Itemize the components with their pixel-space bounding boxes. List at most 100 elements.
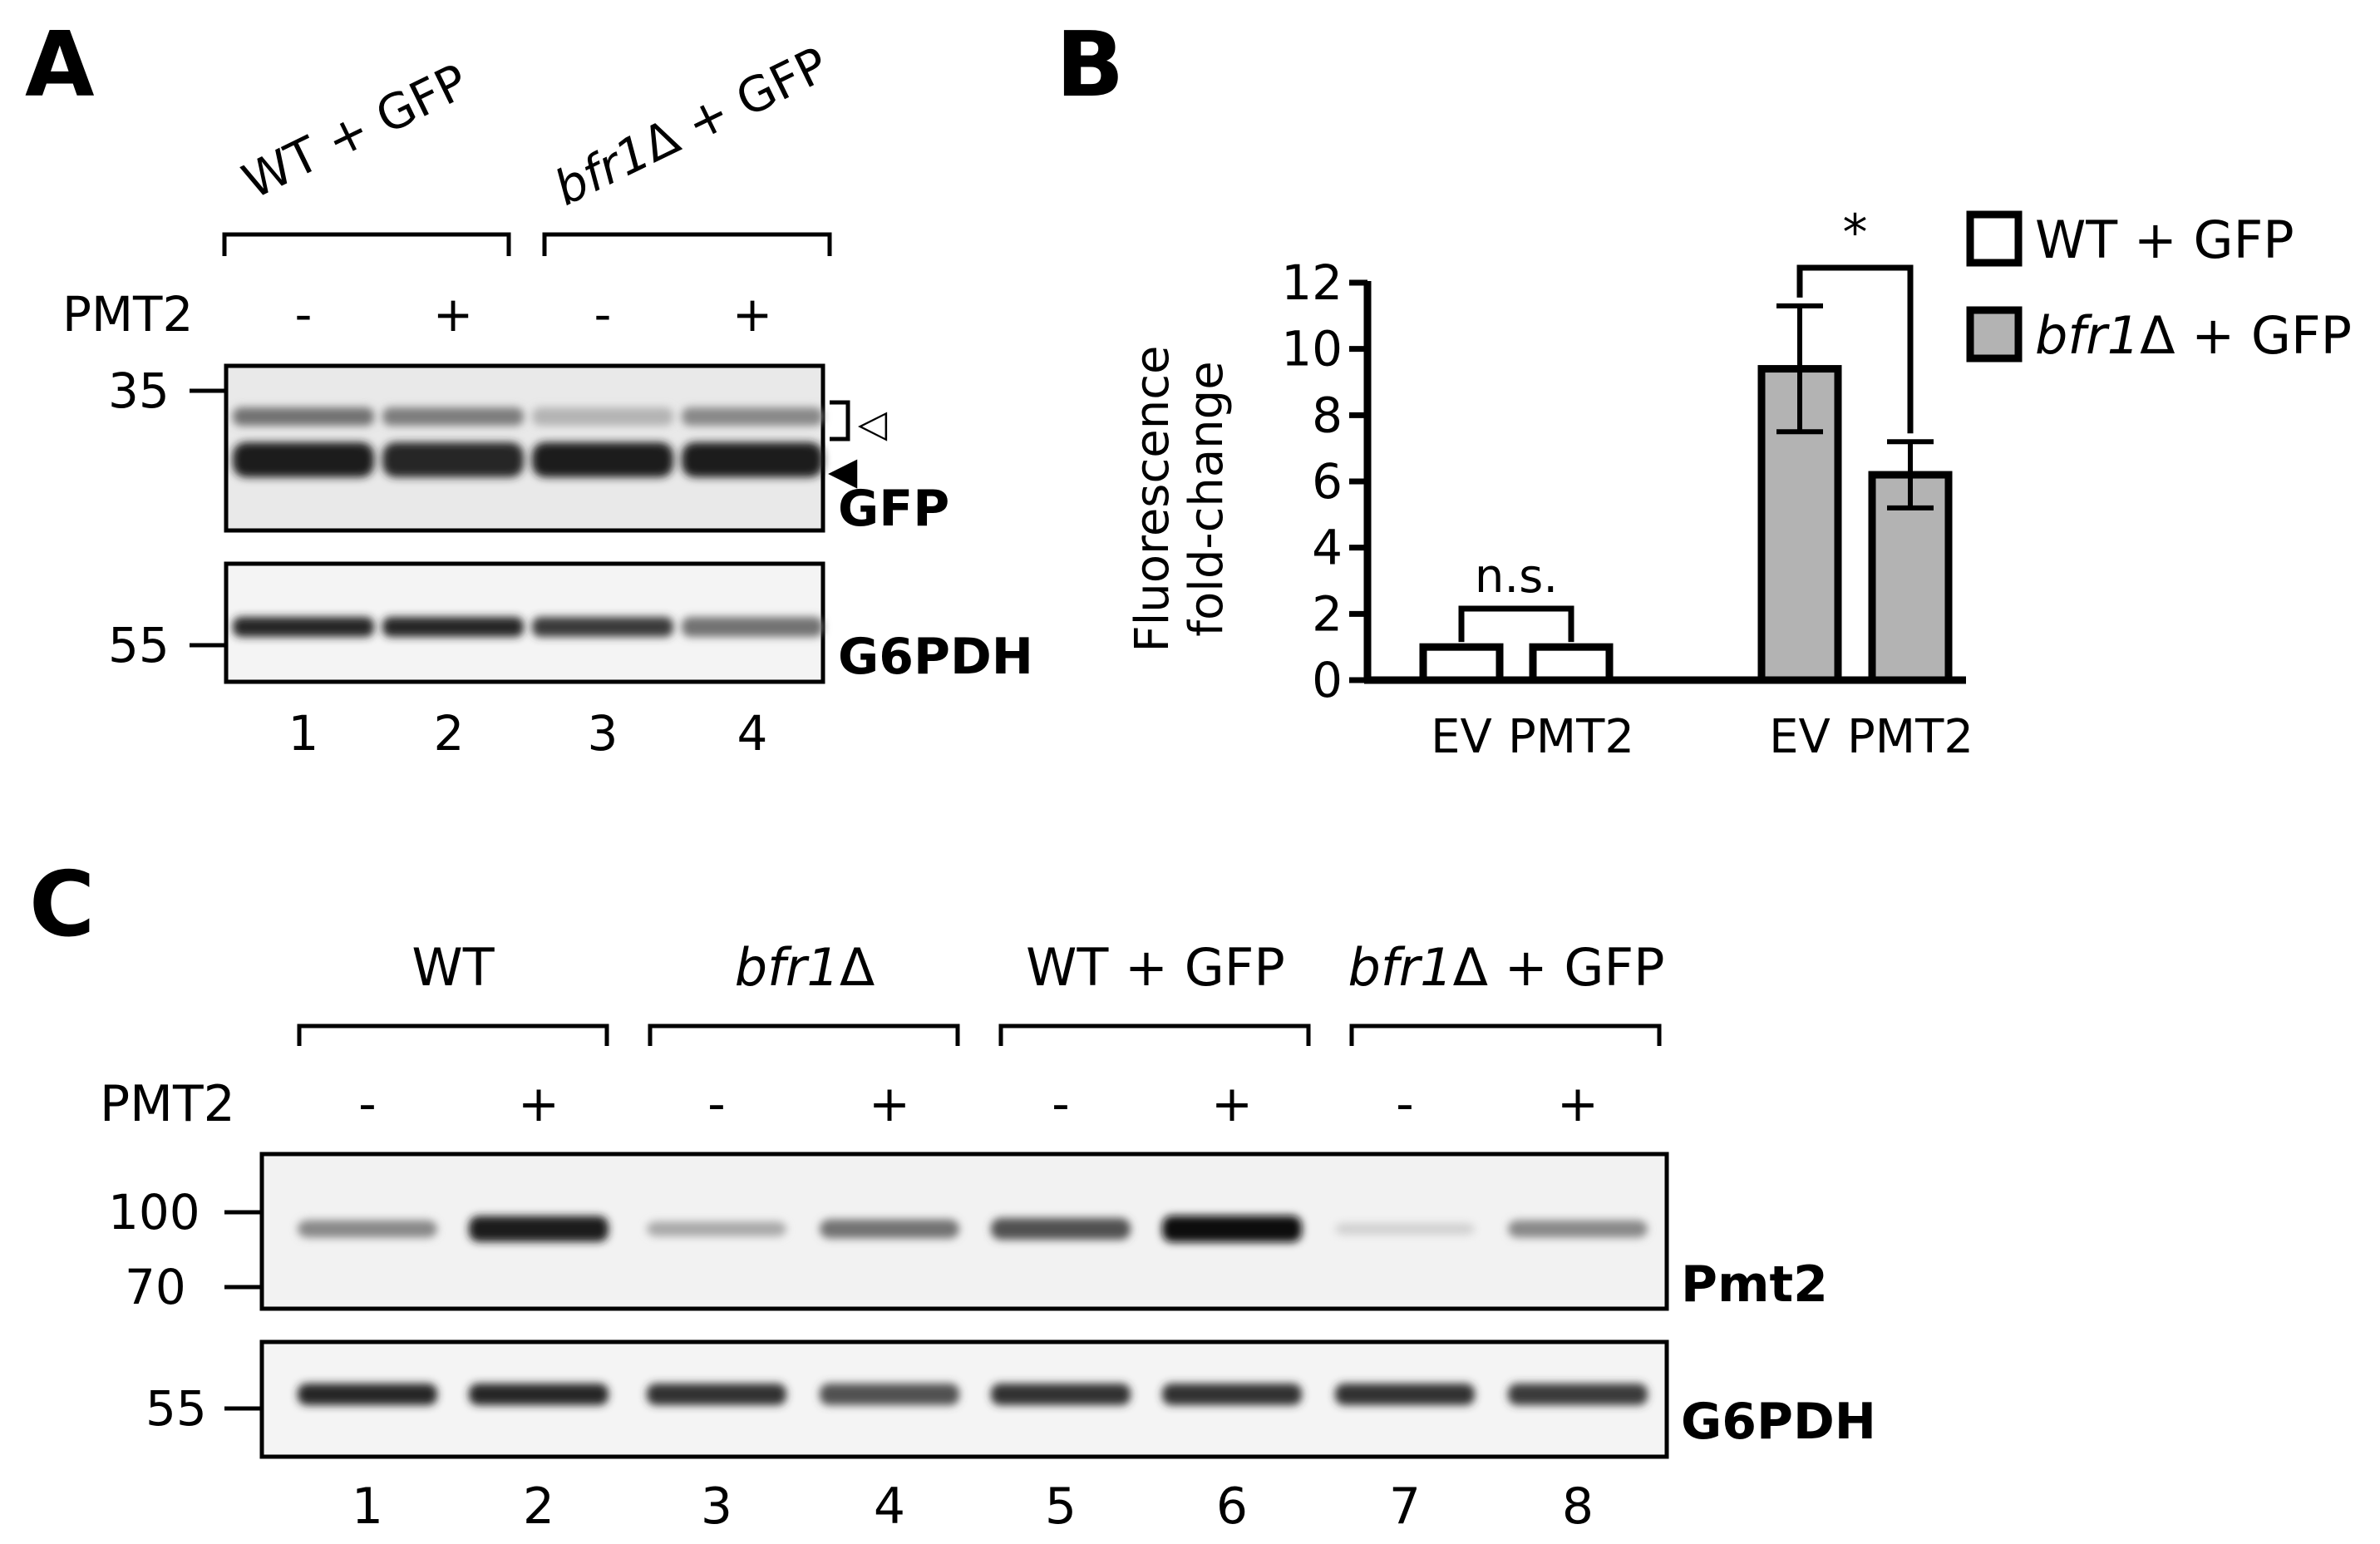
bar [1529, 643, 1614, 684]
panel-a-gfp-label: GFP [838, 480, 949, 538]
y-tick-label: 4 [1312, 520, 1343, 576]
panel-a-bracket-1 [222, 232, 511, 256]
panel-a-pmt2-label: PMT2 [62, 286, 193, 343]
significance-label: n.s. [1475, 550, 1558, 604]
panel-a-upper-band-bracket [830, 400, 850, 441]
gfp-upper-band [532, 407, 673, 426]
g6pdh-band [469, 1384, 609, 1405]
gfp-lower-band [532, 442, 673, 477]
panel-a: A WT + GFP bfr1Δ + GFP PMT2 - + - + 35 ◁… [25, 13, 1033, 762]
gfp-upper-band [233, 407, 374, 426]
g6pdh-band [647, 1384, 786, 1405]
panel-a-lane-4: 4 [737, 705, 768, 762]
panel-b-ylabel-line2: fold-change [1180, 361, 1234, 636]
pmt2-band [647, 1221, 786, 1236]
panel-a-g6pdh-blot [224, 561, 825, 684]
panel-c-pmt2-blot [259, 1152, 1669, 1311]
x-tick-label: PMT2 [1847, 710, 1973, 764]
bar [1757, 365, 1842, 684]
pmt2-sign: - [1052, 1075, 1070, 1133]
panel-c-group-label-4: bfr1Δ + GFP [1348, 937, 1665, 998]
legend-swatch-bfr1 [1966, 306, 2023, 363]
panel-b: B Fluorescence fold-change 0 2 4 6 8 10 12 EV PM… [1056, 13, 2352, 764]
g6pdh-band [682, 617, 823, 637]
pmt2-sign: + [1211, 1075, 1253, 1133]
panel-c-g6pdh-label-right: G6PDH [1681, 1393, 1876, 1451]
gfp-upper-band [682, 407, 823, 426]
g6pdh-band [820, 1384, 959, 1405]
panel-c-group-label-2: bfr1Δ [735, 937, 875, 998]
x-tick-label: PMT2 [1508, 710, 1634, 764]
panel-c-bracket-2 [648, 1024, 960, 1046]
pmt2-sign: + [869, 1075, 910, 1133]
panel-c-bracket-4 [1349, 1024, 1662, 1046]
x-tick-label: EV [1769, 710, 1831, 764]
panel-c-marker-70: 70 [125, 1259, 186, 1315]
panel-a-gfp-blot [224, 363, 825, 533]
significance-bracket [1458, 605, 1574, 643]
panel-a-letter: A [25, 13, 95, 117]
significance-bracket [1796, 264, 1914, 434]
g6pdh-band [382, 617, 524, 637]
panel-a-pmt2-sign-4: + [732, 286, 773, 343]
panel-a-lane-1: 1 [288, 705, 319, 762]
pmt2-band [1162, 1216, 1302, 1242]
panel-a-group-label-2: bfr1Δ + GFP [545, 36, 836, 216]
y-tick-label: 6 [1312, 453, 1343, 510]
panel-c-marker-55: 55 [145, 1380, 207, 1437]
pmt2-sign: - [1396, 1075, 1414, 1133]
pmt2-band [298, 1220, 437, 1238]
panel-c-g6pdh-blot [259, 1339, 1669, 1459]
x-tick-label: EV [1431, 710, 1492, 764]
g6pdh-band [532, 617, 673, 637]
y-tick-label: 0 [1312, 652, 1343, 708]
g6pdh-band [1508, 1384, 1648, 1405]
legend-label-bfr1: bfr1Δ + GFP [2035, 305, 2352, 366]
lane-number: 7 [1389, 1477, 1421, 1536]
gfp-lower-band [382, 442, 524, 477]
panel-a-group-label-1: WT + GFP [234, 53, 476, 210]
lane-number: 8 [1562, 1477, 1594, 1536]
lane-number: 2 [523, 1477, 554, 1536]
g6pdh-band [298, 1384, 437, 1405]
y-tick-label: 2 [1312, 585, 1343, 642]
significance-label: * [1843, 204, 1868, 262]
pmt2-sign: - [358, 1075, 377, 1133]
panel-a-marker-55: 55 [108, 617, 170, 673]
y-tick-label: 10 [1281, 321, 1343, 377]
panel-c-pmt2-label: PMT2 [100, 1075, 235, 1133]
panel-c-marker-100: 100 [108, 1184, 200, 1241]
pmt2-sign: - [707, 1075, 726, 1133]
panel-a-pmt2-sign-1: - [295, 286, 313, 343]
pmt2-band [1508, 1220, 1648, 1238]
gfp-lower-band [682, 442, 823, 477]
lane-number: 3 [701, 1477, 732, 1536]
panel-a-bracket-2 [542, 232, 832, 256]
legend-swatch-wt [1966, 210, 2023, 267]
lane-number: 6 [1216, 1477, 1248, 1536]
panel-c-group-label-3: WT + GFP [1026, 937, 1285, 998]
panel-b-letter: B [1056, 13, 1124, 117]
panel-a-pmt2-sign-2: + [433, 286, 474, 343]
lane-number: 5 [1045, 1477, 1077, 1536]
pmt2-sign: + [518, 1075, 559, 1133]
y-tick-label: 8 [1312, 387, 1343, 443]
g6pdh-band [1162, 1384, 1302, 1405]
panel-b-legend: WT + GFP bfr1Δ + GFP [1966, 210, 2352, 366]
pmt2-band [469, 1216, 609, 1242]
legend-label-wt: WT + GFP [2035, 210, 2294, 270]
panel-b-ylabel-line1: Fluorescence [1126, 346, 1180, 653]
gfp-lower-band [233, 442, 374, 477]
lane-number: 4 [874, 1477, 905, 1536]
panel-a-lane-3: 3 [588, 705, 618, 762]
pmt2-sign: + [1557, 1075, 1599, 1133]
panel-c-bracket-1 [297, 1024, 609, 1046]
g6pdh-band [991, 1384, 1131, 1405]
pmt2-band [1335, 1222, 1475, 1236]
gfp-upper-band [382, 407, 524, 426]
g6pdh-band [1335, 1384, 1475, 1405]
panel-c-bracket-3 [998, 1024, 1311, 1046]
panel-c-group-label-1: WT [411, 937, 495, 998]
panel-a-pmt2-sign-3: - [594, 286, 612, 343]
